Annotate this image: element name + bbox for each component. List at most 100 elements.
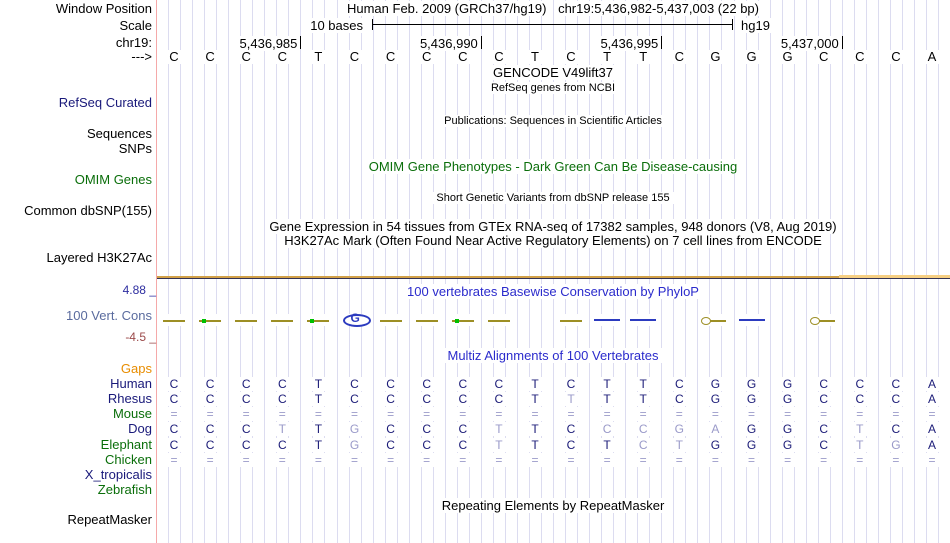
track-label-omim-genes[interactable]: OMIM Genes	[74, 172, 152, 187]
alignment-cell: T	[635, 392, 652, 407]
sequence-base: T	[526, 50, 544, 64]
grid-line	[516, 0, 518, 543]
alignment-cell: =	[166, 452, 182, 467]
alignment-cell: C	[166, 392, 182, 407]
cons-mark-olive-dash	[560, 320, 582, 322]
track-label-repeatmasker[interactable]: RepeatMasker	[67, 512, 152, 527]
grid-line	[781, 0, 783, 543]
species-label-zebrafish[interactable]: Zebrafish	[97, 481, 152, 497]
alignment-cell: =	[527, 452, 543, 467]
cons-mark-olive-dash	[379, 320, 402, 322]
dbsnp-track-title[interactable]: Short Genetic Variants from dbSNP releas…	[157, 191, 949, 205]
h3k27ac-baseline-underline	[157, 278, 950, 279]
grid-line	[889, 0, 891, 543]
cons-mark-blue-ellipse	[342, 314, 371, 327]
species-label-mouse[interactable]: Mouse	[112, 406, 152, 422]
alignment-cell: =	[707, 452, 724, 467]
window-position-label: Window Position	[55, 1, 152, 16]
alignment-cell: C	[454, 377, 471, 392]
cons-mark-green-dot	[310, 319, 315, 323]
grid-line	[168, 0, 169, 543]
alignment-cell: C	[166, 377, 182, 392]
alignment-cell: T	[599, 437, 616, 452]
ruler-tick-line	[841, 36, 843, 49]
alignment-cell: C	[635, 422, 652, 437]
track-label-layered-h3k27ac[interactable]: Layered H3K27Ac	[46, 250, 152, 265]
publications-track-title[interactable]: Publications: Sequences in Scientific Ar…	[157, 114, 949, 128]
grid-line	[384, 0, 386, 543]
ruler-tick-label: 5,437,000	[779, 36, 840, 51]
grid-line	[925, 0, 927, 543]
cons-mark-green-dot	[202, 319, 207, 323]
cons-mark-olive-dash	[199, 320, 222, 322]
alignment-cell: =	[274, 407, 291, 422]
alignment-cell: C	[202, 437, 219, 452]
alignment-cell: =	[527, 407, 543, 422]
grid-line	[468, 0, 470, 543]
grid-line	[432, 0, 434, 543]
phylop-track-title[interactable]: 100 vertebrates Basewise Conservation by…	[157, 284, 949, 299]
alignment-cell: =	[599, 452, 616, 467]
alignment-cell: C	[454, 392, 471, 407]
track-label-snps[interactable]: SNPs	[118, 141, 152, 156]
grid-line	[192, 0, 194, 543]
sequence-base: T	[598, 50, 617, 64]
species-label-rhesus[interactable]: Rhesus	[107, 391, 152, 407]
alignment-cell: A	[924, 422, 940, 437]
cons-mark-olive-dash	[415, 320, 438, 322]
alignment-cell: C	[202, 377, 219, 392]
species-label-gaps[interactable]: Gaps	[120, 361, 152, 376]
phylop-min-value: -4.5 _	[125, 330, 156, 344]
sequence-base: C	[670, 50, 689, 64]
alignment-cell: A	[924, 392, 940, 407]
alignment-cell: C	[887, 392, 904, 407]
alignment-cell: C	[454, 422, 471, 437]
species-label-x_tropicalis[interactable]: X_tropicalis	[84, 466, 152, 482]
track-label-sequences[interactable]: Sequences	[86, 126, 152, 141]
grid-line	[300, 0, 302, 543]
alignment-cell: =	[851, 452, 868, 467]
alignment-cell: =	[454, 452, 471, 467]
sequence-base: C	[886, 50, 905, 64]
alignment-cell: C	[671, 377, 688, 392]
alignment-cell: C	[238, 422, 255, 437]
species-label-dog[interactable]: Dog	[128, 421, 152, 437]
gtex-track-title[interactable]: Gene Expression in 54 tissues from GTEx …	[157, 219, 949, 234]
grid-line	[613, 0, 615, 543]
gencode-track-title[interactable]: GENCODE V49lift37	[157, 65, 949, 80]
species-label-elephant[interactable]: Elephant	[100, 436, 152, 452]
h3k27ac-track-title[interactable]: H3K27Ac Mark (Often Found Near Active Re…	[157, 233, 949, 248]
alignment-cell: C	[418, 392, 435, 407]
sequence-base: C	[273, 50, 292, 64]
track-label-refseq-curated[interactable]: RefSeq Curated	[58, 95, 152, 110]
multiz-track-title[interactable]: Multiz Alignments of 100 Vertebrates	[157, 348, 949, 363]
species-label-chicken[interactable]: Chicken	[105, 451, 152, 467]
sequence-base: C	[165, 50, 183, 64]
track-label-common-dbsnp[interactable]: Common dbSNP(155)	[24, 203, 152, 218]
grid-line	[372, 0, 374, 543]
alignment-cell: C	[238, 392, 255, 407]
repeatmasker-track-title[interactable]: Repeating Elements by RepeatMasker	[157, 498, 949, 513]
alignment-cell: C	[202, 422, 219, 437]
alignment-cell: =	[346, 452, 363, 467]
refseq-track-subtitle[interactable]: RefSeq genes from NCBI	[157, 81, 949, 95]
grid-line	[745, 0, 747, 543]
track-label-100-vert-cons[interactable]: 100 Vert. Cons	[66, 308, 152, 323]
scale-bar-left-tick	[372, 19, 373, 30]
alignment-cell: G	[707, 392, 724, 407]
cons-mark-olive-dash	[235, 320, 258, 322]
species-label-human[interactable]: Human	[110, 376, 152, 392]
grid-line	[204, 0, 206, 543]
alignment-cell: C	[418, 377, 435, 392]
strand-direction-arrow[interactable]: --->	[131, 49, 152, 64]
omim-track-title[interactable]: OMIM Gene Phenotypes - Dark Green Can Be…	[157, 159, 949, 174]
alignment-cell: T	[527, 422, 543, 437]
alignment-cell: G	[346, 437, 363, 452]
assembly-title: Human Feb. 2009 (GRCh37/hg19)	[342, 1, 551, 16]
alignment-cell: =	[851, 407, 868, 422]
sequence-base: C	[814, 50, 833, 64]
cons-mark-olive-loop	[809, 317, 820, 325]
cons-mark-olive-dash	[271, 320, 294, 322]
alignment-cell: C	[454, 437, 471, 452]
alignment-cell: =	[238, 407, 255, 422]
